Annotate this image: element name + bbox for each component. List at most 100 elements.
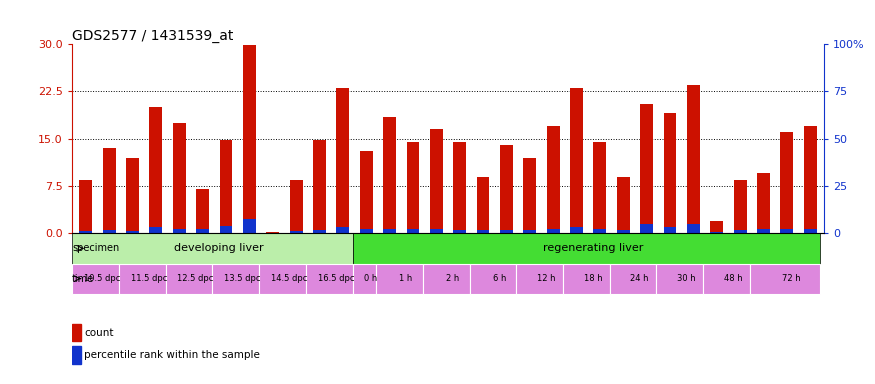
Bar	[593, 142, 606, 233]
Text: 10.5 dpc: 10.5 dpc	[84, 274, 121, 283]
Bar	[516, 263, 563, 294]
Bar	[477, 230, 489, 233]
Text: regenerating liver: regenerating liver	[542, 243, 643, 253]
Bar	[353, 263, 376, 294]
Text: count: count	[84, 328, 114, 338]
Bar	[290, 180, 303, 233]
Bar	[336, 88, 349, 233]
Bar	[804, 126, 816, 233]
Bar	[213, 263, 259, 294]
Bar	[243, 219, 256, 233]
Bar	[306, 263, 353, 294]
Bar	[80, 231, 92, 233]
Text: 72 h: 72 h	[782, 274, 801, 283]
Bar	[477, 177, 489, 233]
Bar	[453, 230, 466, 233]
Bar	[687, 85, 700, 233]
Bar	[220, 140, 233, 233]
Bar	[470, 263, 516, 294]
Bar	[423, 263, 470, 294]
Bar	[407, 142, 419, 233]
Text: 11.5 dpc: 11.5 dpc	[130, 274, 167, 283]
Bar	[500, 145, 513, 233]
Bar	[523, 157, 536, 233]
Text: specimen: specimen	[72, 243, 119, 253]
Bar	[72, 346, 80, 364]
Text: 6 h: 6 h	[493, 274, 506, 283]
Bar	[196, 189, 209, 233]
Bar	[610, 263, 656, 294]
Bar	[547, 230, 560, 233]
Bar	[243, 45, 256, 233]
Bar	[617, 230, 630, 233]
Bar	[710, 232, 723, 233]
Bar	[73, 263, 119, 294]
Bar	[313, 230, 326, 233]
Bar	[734, 180, 746, 233]
Bar	[687, 224, 700, 233]
Bar	[126, 157, 139, 233]
Text: 30 h: 30 h	[677, 274, 696, 283]
Bar	[72, 324, 80, 341]
Bar	[593, 230, 606, 233]
Bar	[750, 263, 820, 294]
Bar	[290, 231, 303, 233]
Bar	[383, 228, 396, 233]
Bar	[360, 151, 373, 233]
Bar	[570, 88, 583, 233]
Bar	[150, 227, 162, 233]
Text: 12.5 dpc: 12.5 dpc	[178, 274, 214, 283]
Text: 16.5 dpc: 16.5 dpc	[318, 274, 354, 283]
Bar	[734, 230, 746, 233]
Bar	[165, 263, 213, 294]
Bar	[376, 263, 423, 294]
Bar	[656, 263, 704, 294]
Bar	[523, 230, 536, 233]
Text: 24 h: 24 h	[630, 274, 649, 283]
Bar	[407, 230, 419, 233]
Bar	[102, 230, 116, 233]
Bar	[547, 126, 560, 233]
Bar	[360, 230, 373, 233]
Bar	[453, 142, 466, 233]
Bar	[757, 228, 770, 233]
Bar	[259, 263, 306, 294]
Bar	[80, 180, 92, 233]
Text: 2 h: 2 h	[446, 274, 459, 283]
Bar	[570, 227, 583, 233]
Text: 0 h: 0 h	[364, 274, 377, 283]
Bar	[196, 230, 209, 233]
Bar	[704, 263, 750, 294]
Bar	[640, 224, 653, 233]
Text: developing liver: developing liver	[174, 243, 263, 253]
Text: time: time	[72, 274, 94, 284]
Bar	[173, 229, 186, 233]
Bar	[804, 230, 816, 233]
Text: 1 h: 1 h	[399, 274, 412, 283]
Bar	[663, 114, 676, 233]
Bar	[73, 233, 353, 263]
Bar	[220, 226, 233, 233]
Bar	[150, 107, 162, 233]
Bar	[780, 230, 794, 233]
Bar	[126, 231, 139, 233]
Text: 12 h: 12 h	[537, 274, 556, 283]
Bar	[663, 227, 676, 233]
Bar	[353, 233, 820, 263]
Bar	[313, 140, 326, 233]
Bar	[640, 104, 653, 233]
Bar	[336, 227, 349, 233]
Text: 48 h: 48 h	[724, 274, 742, 283]
Bar	[119, 263, 165, 294]
Bar	[383, 117, 396, 233]
Bar	[757, 173, 770, 233]
Text: 18 h: 18 h	[584, 274, 602, 283]
Text: GDS2577 / 1431539_at: GDS2577 / 1431539_at	[72, 29, 233, 43]
Bar	[710, 221, 723, 233]
Bar	[430, 129, 443, 233]
Bar	[173, 123, 186, 233]
Bar	[102, 148, 116, 233]
Bar	[563, 263, 610, 294]
Text: percentile rank within the sample: percentile rank within the sample	[84, 350, 260, 360]
Bar	[266, 232, 279, 233]
